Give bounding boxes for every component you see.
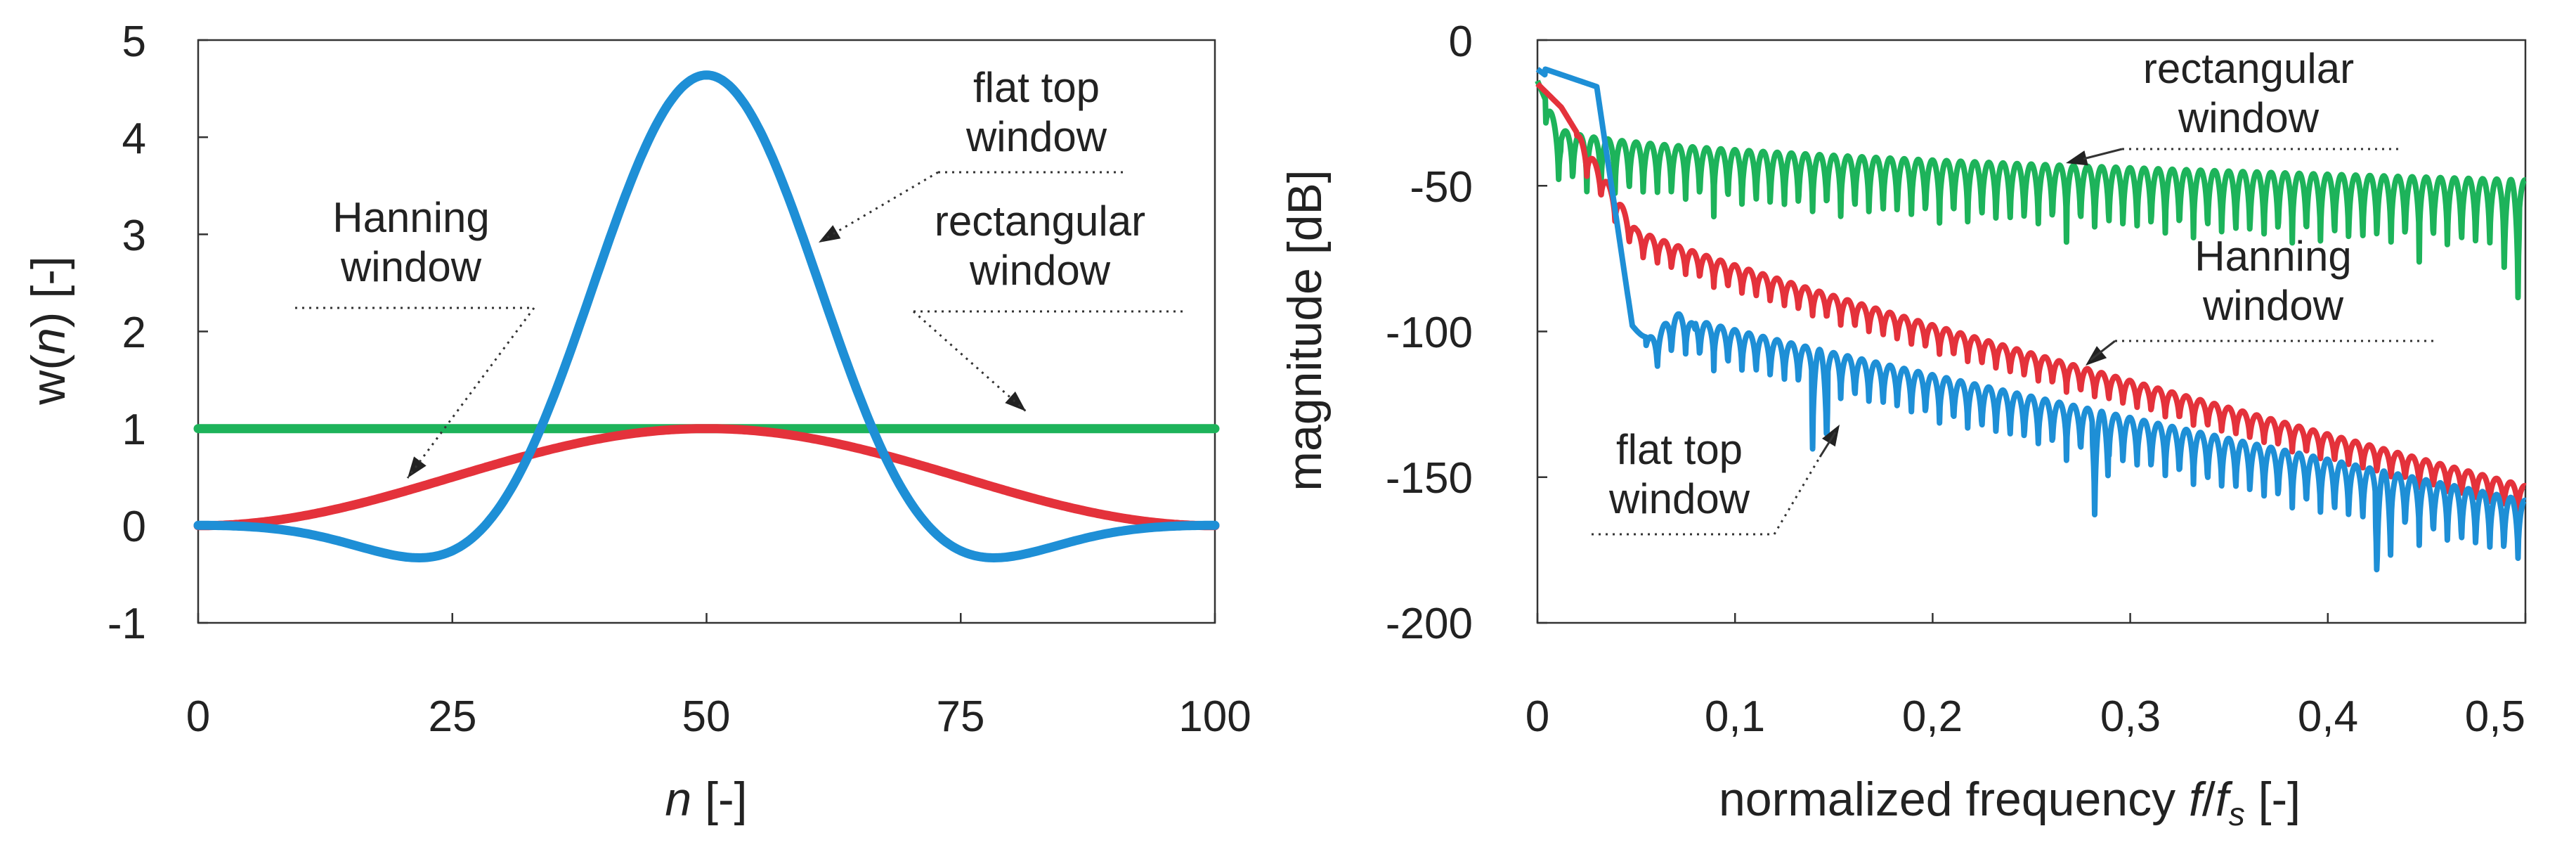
left-y-tick-label-3: 3 (122, 212, 146, 260)
right-x-tick-label-0-2: 0,2 (1902, 692, 1963, 741)
annotation-flat-top-left-line1: flat top (973, 64, 1100, 111)
right-y-tick-label-m50: -50 (1410, 163, 1473, 212)
annotation-flat-top-right-line2: window (1608, 475, 1750, 522)
annotation-rectangular-right-line2: window (2178, 94, 2320, 141)
right-series-line-rect_spectrum (1535, 79, 2528, 301)
right-series-line-hann_spectrum (1535, 81, 2528, 513)
annotation-flat-top-right: flat top window (1592, 426, 1837, 536)
frequency-domain-tick-marks (1536, 39, 2527, 624)
annotation-hanning-right-line2: window (2202, 282, 2344, 329)
time-domain-series (193, 70, 1220, 562)
annotation-flat-top-right-leader-tip (1819, 432, 1837, 458)
right-x-tick-label-0-5: 0,5 (2465, 692, 2525, 741)
left-annotation-arrowhead (1005, 391, 1026, 411)
annotation-hanning-left-line2: window (340, 243, 482, 290)
frequency-domain-y-tick-labels: 0 -50 -100 -150 -200 (1386, 18, 1473, 648)
left-x-tick-label-100: 100 (1178, 692, 1251, 741)
annotation-rectangular-right-line1: rectangular (2143, 45, 2354, 92)
annotation-hanning-right: Hanning window (2090, 233, 2435, 361)
annotation-rectangular-right: rectangular window (2083, 45, 2403, 160)
left-series-line-flattop (193, 70, 1220, 562)
annotation-flat-top-right-leader (1592, 456, 1821, 536)
left-x-tick-label-0: 0 (186, 692, 210, 741)
annotation-flat-top-right-line1: flat top (1616, 426, 1743, 473)
annotation-rectangular-left-leader (913, 310, 1184, 413)
right-y-tick-label-m150: -150 (1386, 454, 1473, 503)
right-annotation-arrowhead (2066, 150, 2088, 166)
left-series-line-hanning (193, 424, 1220, 531)
left-y-tick-label-5: 5 (122, 18, 146, 66)
frequency-domain-chart: 0 -50 -100 -150 -200 0 0,1 0,2 0,3 0,4 0… (1278, 18, 2528, 832)
right-x-tick-label-0-4: 0,4 (2298, 692, 2358, 741)
annotation-hanning-left: Hanning window (295, 194, 535, 479)
left-y-tick-label-1: 1 (122, 406, 146, 454)
annotation-rectangular-right-leader-tip (2083, 148, 2123, 160)
left-x-tick-label-50: 50 (682, 692, 731, 741)
annotation-rectangular-left: rectangular window (913, 198, 1184, 413)
time-domain-y-tick-labels: 5 4 3 2 1 0 -1 (108, 18, 146, 648)
annotation-flat-top-left-leader (818, 171, 1124, 244)
time-domain-chart: 5 4 3 2 1 0 -1 0 25 50 75 100 n [-] w(n)… (22, 18, 1251, 826)
annotation-hanning-right-line1: Hanning (2194, 233, 2352, 280)
frequency-domain-series (1535, 66, 2528, 573)
right-y-tick-label-m100: -100 (1386, 309, 1473, 357)
right-y-tick-label-m200: -200 (1386, 600, 1473, 648)
left-y-tick-label-m1: -1 (108, 600, 146, 648)
left-y-axis-label: w(n) [-] (22, 256, 75, 406)
annotation-hanning-right-leader-tip (2090, 340, 2116, 361)
left-y-tick-label-2: 2 (122, 309, 146, 357)
annotation-flat-top-left: flat top window (818, 64, 1124, 244)
left-y-tick-label-0: 0 (122, 503, 146, 551)
left-x-axis-label: n [-] (665, 773, 747, 826)
annotation-rectangular-left-line2: window (969, 247, 1111, 294)
right-series-line-flattop_spectrum (1535, 66, 2528, 573)
time-domain-x-tick-labels: 0 25 50 75 100 (186, 692, 1251, 741)
right-x-tick-label-0-1: 0,1 (1705, 692, 1765, 741)
annotation-hanning-left-leader (295, 307, 535, 479)
left-y-tick-label-4: 4 (122, 115, 146, 163)
left-annotation-arrowhead (408, 456, 427, 478)
right-x-tick-label-0-3: 0,3 (2100, 692, 2161, 741)
annotation-flat-top-left-line2: window (965, 113, 1107, 160)
right-x-axis-label: normalized frequency f/fs [-] (1719, 773, 2301, 832)
left-x-tick-label-25: 25 (429, 692, 477, 741)
annotation-hanning-left-line1: Hanning (332, 194, 490, 241)
right-annotation-arrowhead (1822, 425, 1840, 447)
right-x-tick-label-0: 0 (1526, 692, 1549, 741)
right-y-axis-label: magnitude [dB] (1278, 169, 1332, 491)
right-y-tick-label-0: 0 (1449, 18, 1473, 66)
left-annotation-arrowhead (819, 225, 841, 243)
frequency-domain-x-tick-labels: 0 0,1 0,2 0,3 0,4 0,5 (1526, 692, 2525, 741)
left-x-tick-label-75: 75 (937, 692, 985, 741)
annotation-rectangular-left-line1: rectangular (935, 198, 1145, 245)
